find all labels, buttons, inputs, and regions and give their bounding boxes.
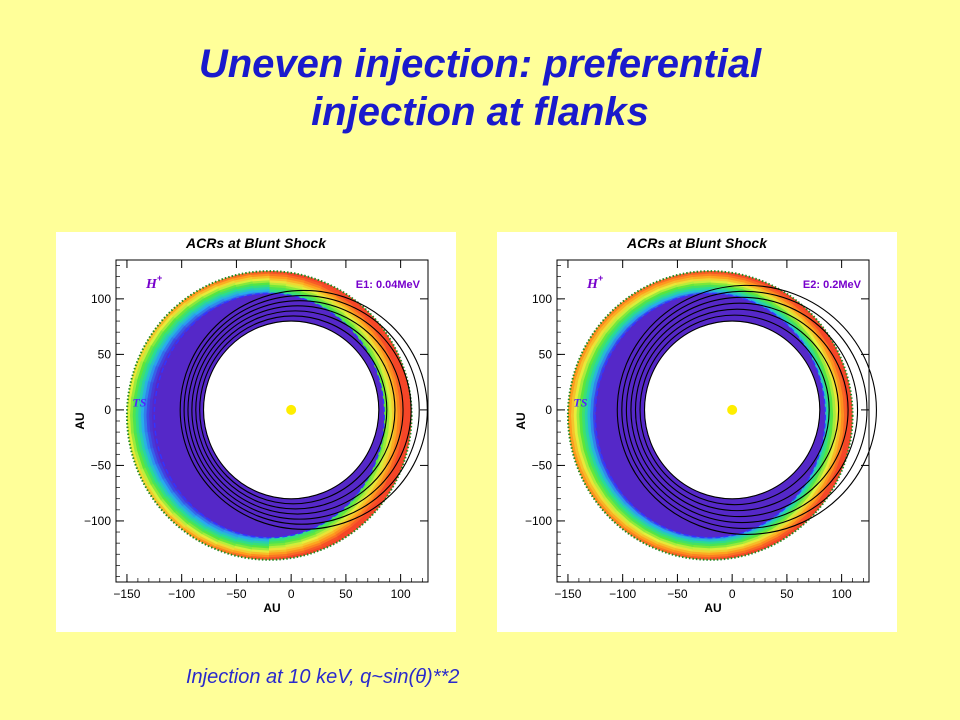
x-axis-label: AU	[704, 601, 721, 615]
y-tick-label: 100	[532, 292, 552, 306]
outer-boundary-line	[125, 270, 413, 561]
energy-label: E2: 0.2MeV	[803, 279, 862, 291]
y-tick-label: −50	[91, 458, 112, 472]
flow-contour-ring	[625, 296, 859, 524]
termination-shock-line	[594, 292, 826, 539]
flow-contour-ring	[621, 290, 868, 530]
heliosheath-field	[567, 271, 853, 560]
x-tick-label: 0	[288, 587, 295, 601]
sun-marker	[727, 404, 738, 415]
y-tick-label: −50	[532, 458, 553, 472]
flow-contour-ring	[183, 295, 420, 525]
slide-title: Uneven injection: preferential injection…	[0, 40, 960, 136]
species-label: H	[586, 277, 599, 292]
flow-contour-ring	[634, 308, 840, 512]
energy-label: E1: 0.04MeV	[356, 279, 421, 291]
sun-marker	[286, 404, 297, 415]
chart-e1: −150 −100 −50 0 50 100 100 50 0 −50 −100 AU AU ACRs a…	[73, 235, 429, 615]
x-tick-label: −100	[168, 587, 195, 601]
chart-title: ACRs at Blunt Shock	[626, 235, 768, 251]
flow-contour-ring	[199, 315, 388, 505]
chart-panel-e1: −150 −100 −50 0 50 100 100 50 0 −50 −100 AU AU ACRs a…	[56, 232, 456, 632]
y-tick-label: 50	[98, 347, 112, 361]
x-tick-label: −50	[667, 587, 688, 601]
x-tick-label: −50	[226, 587, 247, 601]
injection-caption: Injection at 10 keV, q~sin(θ)**2	[186, 666, 460, 688]
outer-boundary-line	[566, 270, 854, 561]
termination-shock-line	[153, 292, 385, 539]
flow-contour-ring	[187, 300, 412, 520]
y-tick-label: 0	[104, 403, 111, 417]
flow-contour-ring	[191, 305, 404, 515]
x-tick-label: 100	[832, 587, 852, 601]
species-label: H	[145, 277, 158, 292]
flow-contour-ring	[179, 289, 428, 530]
flow-contour-ring	[616, 284, 877, 535]
flow-contour-ring	[630, 302, 849, 518]
chart-panel-e2: −150 −100 −50 0 50 100 100 50 0 −50 −100 AU AU ACRs a…	[497, 232, 897, 632]
slide-title-line1: Uneven injection: preferential	[198, 42, 762, 86]
slide-title-line2: injection at flanks	[311, 90, 649, 134]
x-tick-label: 0	[729, 587, 736, 601]
chart-title: ACRs at Blunt Shock	[185, 235, 327, 251]
y-tick-label: −100	[84, 514, 111, 528]
x-tick-label: 50	[339, 587, 353, 601]
flow-contour-ring	[195, 310, 396, 510]
y-tick-label: −100	[525, 514, 552, 528]
y-axis-label: AU	[73, 412, 87, 429]
ts-label: TS	[573, 396, 587, 410]
x-tick-label: −100	[609, 587, 636, 601]
flow-contour-ring	[639, 314, 830, 506]
y-axis-label: AU	[514, 412, 528, 429]
ts-label: TS	[132, 396, 146, 410]
species-superscript: +	[598, 273, 603, 283]
species-superscript: +	[157, 273, 162, 283]
y-tick-label: 0	[545, 403, 552, 417]
x-tick-label: 50	[780, 587, 794, 601]
y-tick-label: 50	[539, 347, 553, 361]
x-tick-label: −150	[113, 587, 140, 601]
y-tick-label: 100	[91, 292, 111, 306]
chart-e2: −150 −100 −50 0 50 100 100 50 0 −50 −100 AU AU ACRs a…	[514, 235, 877, 615]
x-axis-label: AU	[263, 601, 280, 615]
x-tick-label: 100	[391, 587, 411, 601]
x-tick-label: −150	[554, 587, 581, 601]
